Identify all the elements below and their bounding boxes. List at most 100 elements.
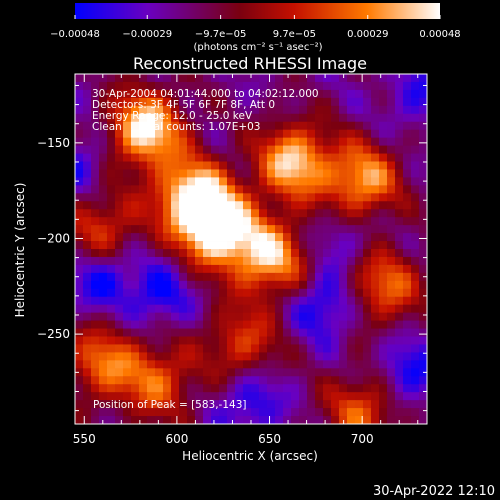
heatmap-cell <box>99 249 108 258</box>
heatmap-cell <box>235 328 244 337</box>
heatmap-cell <box>203 256 212 266</box>
heatmap-cell <box>403 400 412 409</box>
heatmap-cell <box>379 280 388 290</box>
heatmap-cell <box>267 320 276 329</box>
heatmap-cell <box>219 264 228 274</box>
heatmap-cell <box>227 328 236 337</box>
heatmap-cell <box>219 185 228 194</box>
heatmap-cell <box>339 320 348 329</box>
heatmap-cell <box>291 304 300 314</box>
heatmap-cell <box>147 352 156 361</box>
heatmap-cell <box>155 352 164 361</box>
heatmap-cell <box>307 368 316 377</box>
heatmap-cell <box>355 296 364 306</box>
heatmap-cell <box>163 249 172 258</box>
heatmap-cell <box>83 344 92 353</box>
heatmap-cell <box>115 209 124 218</box>
heatmap-cell <box>275 177 284 186</box>
heatmap-cell <box>107 241 116 250</box>
heatmap-cell <box>187 241 196 250</box>
heatmap-cell <box>99 264 108 274</box>
heatmap-cell <box>75 249 84 258</box>
heatmap-cell <box>267 177 276 186</box>
heatmap-cell <box>299 113 308 123</box>
heatmap-cell <box>283 400 292 409</box>
heatmap-cell <box>163 153 172 162</box>
heatmap-cell <box>251 217 260 226</box>
heatmap-cell <box>315 296 324 306</box>
heatmap-cell <box>203 352 212 361</box>
heatmap-cell <box>195 392 204 401</box>
heatmap-cell <box>379 304 388 314</box>
heatmap-cell <box>355 368 364 377</box>
heatmap-cell <box>411 344 420 353</box>
heatmap-cell <box>179 153 188 162</box>
heatmap-cell <box>243 121 252 131</box>
heatmap-cell <box>331 352 340 361</box>
heatmap-cell <box>243 225 252 234</box>
heatmap-cell <box>307 384 316 393</box>
heatmap-cell <box>203 209 212 218</box>
heatmap-cell <box>315 209 324 218</box>
heatmap-cell <box>251 177 260 186</box>
heatmap-cell <box>291 344 300 353</box>
heatmap-cell <box>115 137 124 146</box>
heatmap-cell <box>115 129 124 139</box>
heatmap-cell <box>307 241 316 250</box>
heatmap-cell <box>299 137 308 146</box>
heatmap-cell <box>411 201 420 210</box>
heatmap-cell <box>243 408 252 417</box>
heatmap-cell <box>347 137 356 146</box>
heatmap-cell <box>243 368 252 377</box>
heatmap-cell <box>139 121 148 131</box>
heatmap-cell <box>235 416 244 424</box>
heatmap-cell <box>323 169 332 178</box>
heatmap-cell <box>163 408 172 417</box>
heatmap-cell <box>195 368 204 377</box>
heatmap-cell <box>315 113 324 123</box>
heatmap-cell <box>251 113 260 123</box>
heatmap-cell <box>187 193 196 202</box>
heatmap-cell <box>347 161 356 170</box>
heatmap-cell <box>307 201 316 210</box>
heatmap-cell <box>131 360 140 369</box>
heatmap-cell <box>267 89 276 99</box>
heatmap-cell <box>211 217 220 226</box>
heatmap-cell <box>283 129 292 139</box>
heatmap-cell <box>411 89 420 99</box>
heatmap-cell <box>323 336 332 345</box>
heatmap-cell <box>211 360 220 369</box>
heatmap-cell <box>115 256 124 266</box>
heatmap-cell <box>235 129 244 139</box>
heatmap-cell <box>187 376 196 385</box>
heatmap-cell <box>163 392 172 401</box>
heatmap-cell <box>331 264 340 274</box>
heatmap-cell <box>275 280 284 290</box>
heatmap-cell <box>291 177 300 186</box>
heatmap-cell <box>387 408 396 417</box>
heatmap-cell <box>419 137 427 146</box>
heatmap-cell <box>339 137 348 146</box>
heatmap-cell <box>203 416 212 424</box>
heatmap-cell <box>323 193 332 202</box>
heatmap-cell <box>363 328 372 337</box>
heatmap-cell <box>219 408 228 417</box>
heatmap-cell <box>251 384 260 393</box>
heatmap-cell <box>91 360 100 369</box>
heatmap-cell <box>355 392 364 401</box>
heatmap-cell <box>123 209 132 218</box>
heatmap-cell <box>331 328 340 337</box>
heatmap-cell <box>347 272 356 282</box>
heatmap-cell <box>83 217 92 226</box>
heatmap-cell <box>227 408 236 417</box>
heatmap-cell <box>75 105 84 115</box>
heatmap-cell <box>275 185 284 194</box>
heatmap-cell <box>147 368 156 377</box>
heatmap-cell <box>371 74 380 83</box>
heatmap-cell <box>315 392 324 401</box>
heatmap-cell <box>419 249 427 258</box>
heatmap-cell <box>187 201 196 210</box>
heatmap-cell <box>91 153 100 162</box>
heatmap-cell <box>403 312 412 321</box>
heatmap-cell <box>339 241 348 250</box>
